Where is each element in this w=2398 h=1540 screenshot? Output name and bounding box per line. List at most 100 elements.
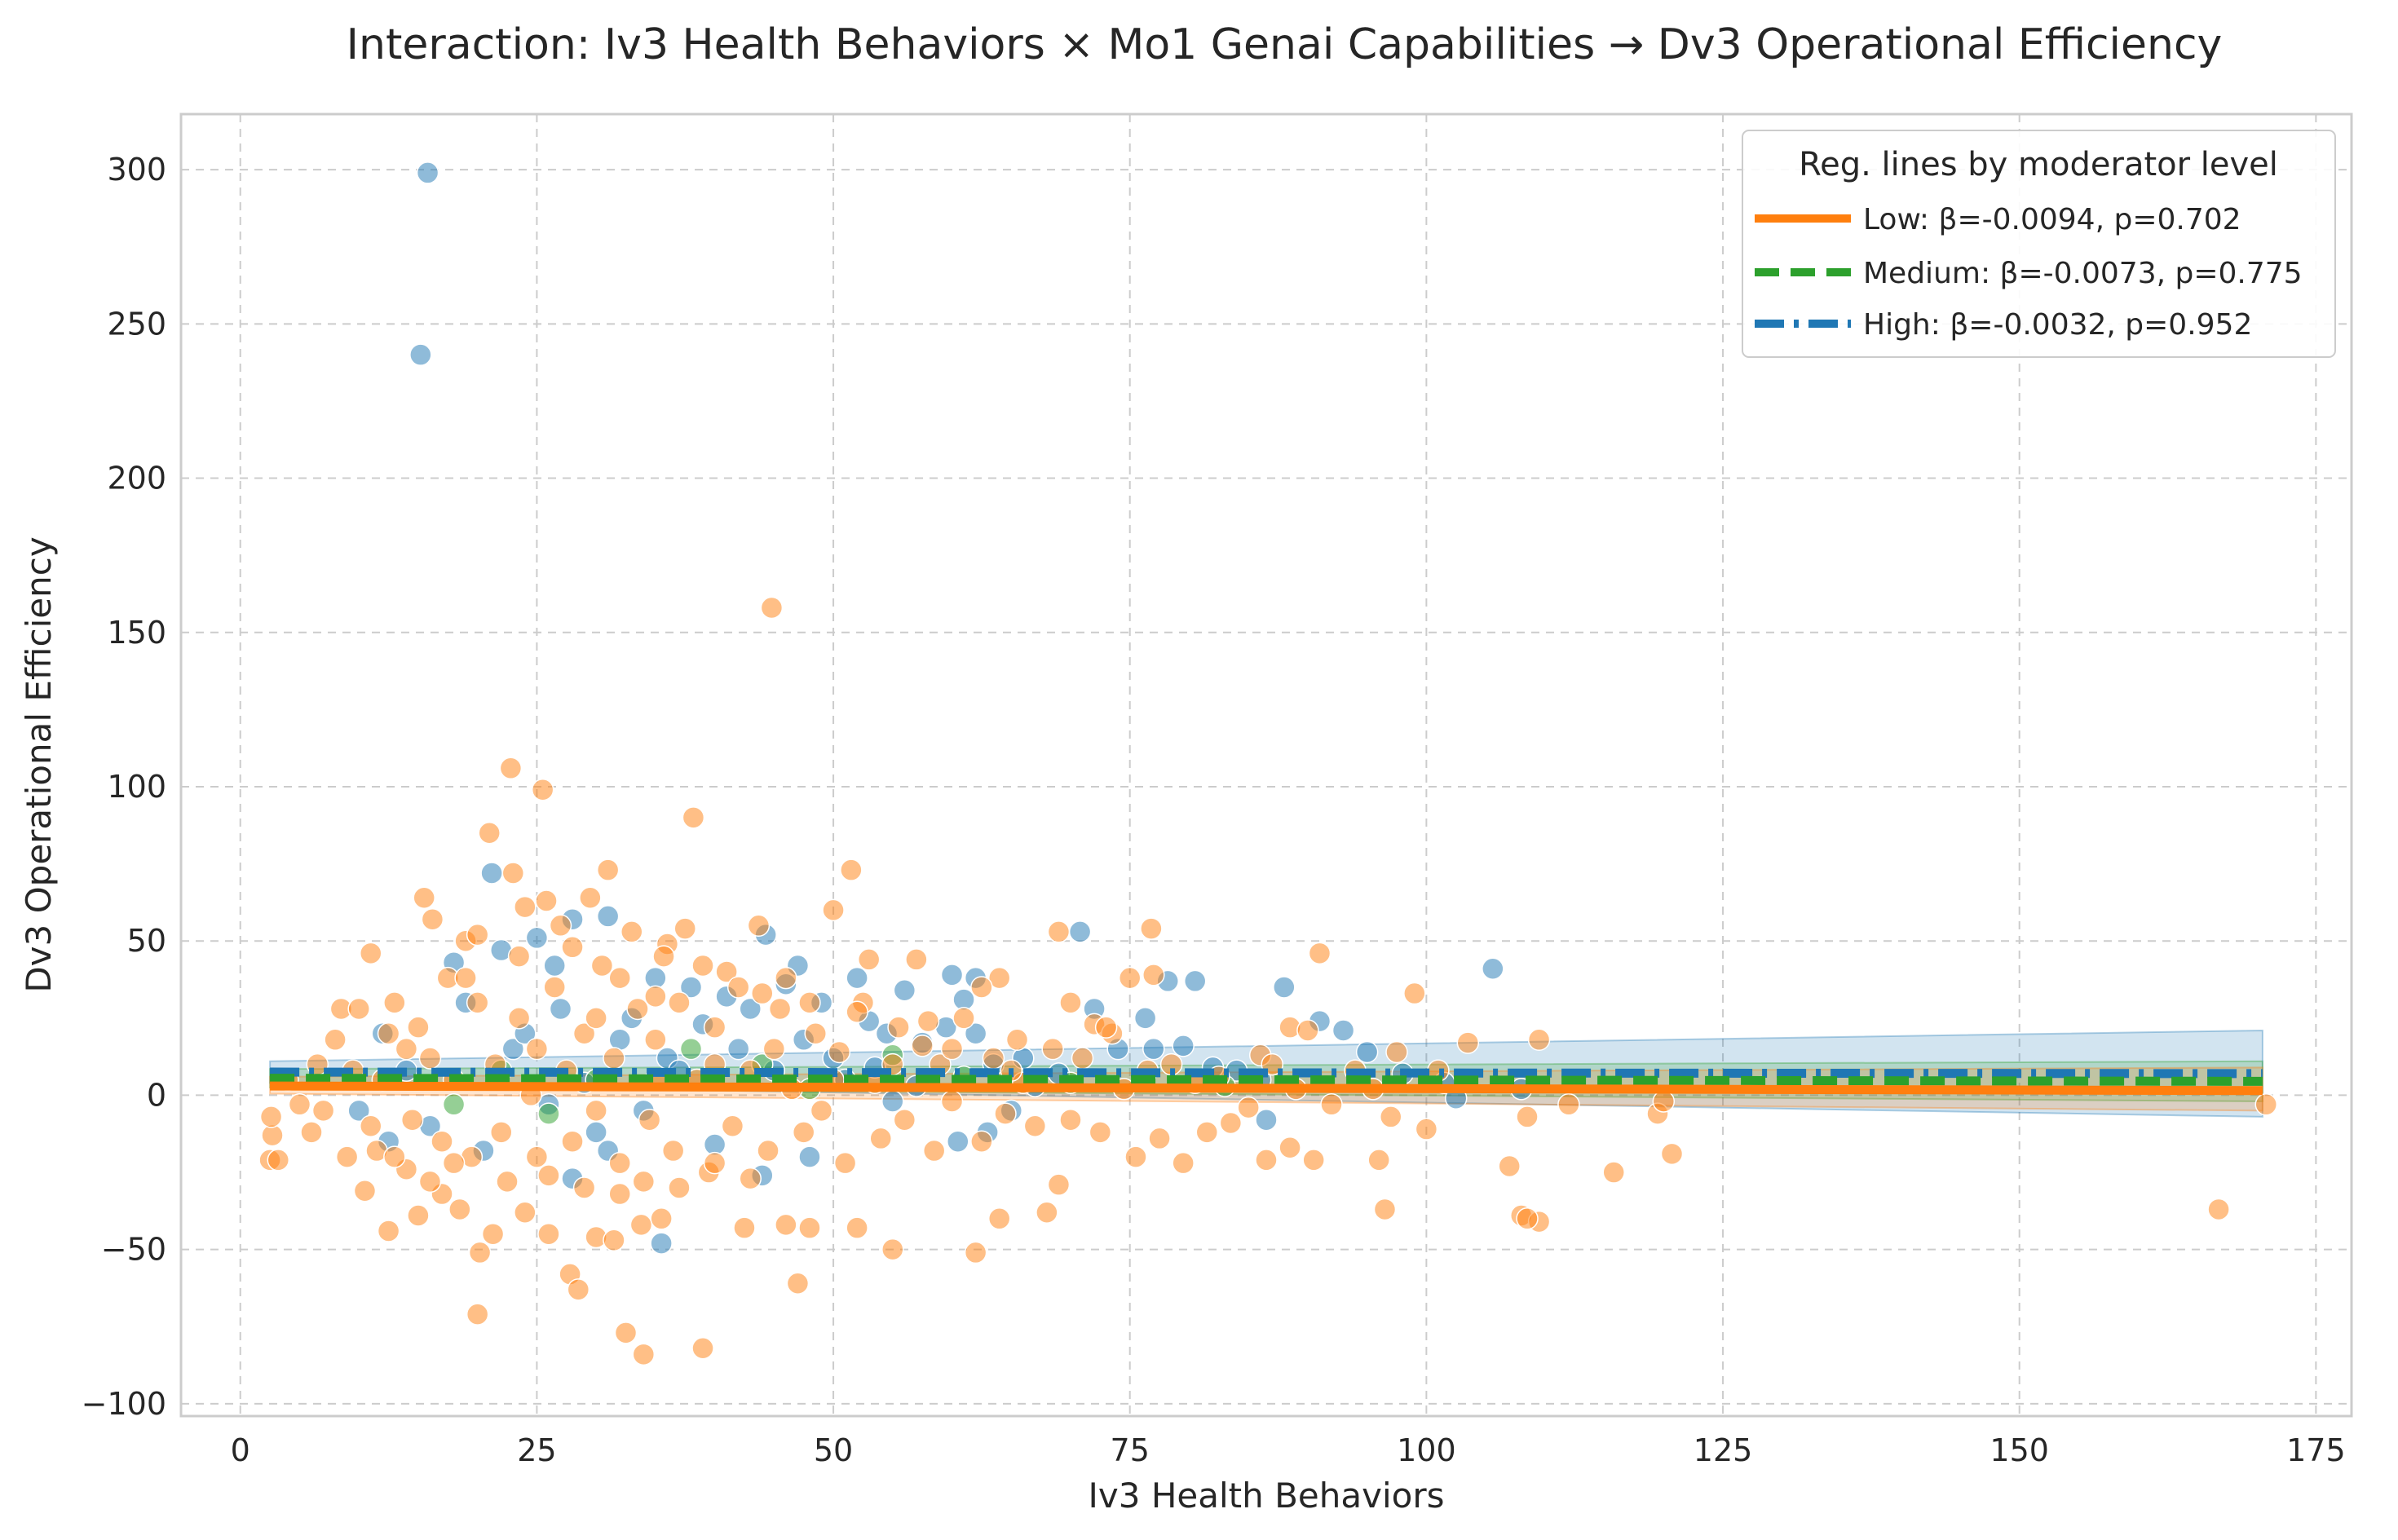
scatter-point-low [668, 991, 691, 1014]
regression-line-medium [270, 1074, 2263, 1086]
scatter-point-low [661, 1139, 685, 1163]
scatter-point-high [1331, 1019, 1355, 1042]
scatter-point-high [409, 343, 432, 366]
scatter-point-low [603, 1047, 625, 1070]
scatter-point-low [703, 1151, 726, 1175]
scatter-point-low [751, 982, 774, 1005]
scatter-point-low [478, 822, 501, 845]
scatter-point-low [543, 976, 566, 999]
scatter-point-low [585, 1007, 607, 1030]
scatter-point-low [421, 907, 444, 931]
scatter-point-low [608, 1182, 631, 1206]
scatter-point-high [416, 161, 439, 184]
scatter-point-low [259, 1105, 283, 1128]
scatter-point-high [726, 1037, 750, 1061]
scatter-point-low [1403, 982, 1426, 1005]
x-tick-label: 125 [1694, 1432, 1753, 1468]
x-tick-label: 100 [1397, 1432, 1456, 1468]
scatter-point-medium [537, 1102, 560, 1125]
scatter-point-low [442, 1151, 466, 1175]
scatter-point-low [703, 1016, 726, 1039]
y-tick-label: 250 [107, 306, 166, 342]
scatter-point-low [810, 1099, 833, 1123]
x-axis-label: Iv3 Health Behaviors [1089, 1476, 1445, 1516]
scatter-point-low [922, 1139, 946, 1163]
scatter-point-low [620, 920, 643, 943]
scatter-point-low [377, 1220, 400, 1242]
scatter-point-low [359, 942, 382, 965]
scatter-point-low [1118, 966, 1142, 990]
scatter-point-low [638, 1108, 661, 1132]
scatter-point-low [614, 1322, 638, 1344]
scatter-point-high [1142, 1037, 1165, 1061]
chart-title: Interaction: Iv3 Health Behaviors × Mo1 … [347, 20, 2223, 69]
scatter-point-low [822, 898, 845, 922]
scatter-point-high [347, 1099, 370, 1123]
scatter-point-low [531, 779, 554, 801]
scatter-point-low [537, 1164, 560, 1187]
scatter-point-low [739, 1167, 762, 1190]
scatter-point-low [1255, 1149, 1278, 1172]
scatter-point-low [970, 976, 993, 999]
scatter-point-low [632, 1170, 656, 1194]
scatter-point-low [768, 997, 792, 1021]
scatter-point-high [940, 964, 964, 986]
scatter-point-low [952, 1007, 975, 1030]
scatter-point-low [715, 960, 738, 983]
scatter-point-low [833, 1151, 857, 1175]
scatter-point-low [905, 948, 928, 971]
scatter-point-low [383, 1145, 406, 1168]
scatter-point-low [762, 1037, 786, 1061]
scatter-point-low [673, 917, 696, 940]
x-tick-label: 75 [1111, 1432, 1150, 1468]
scatter-point-low [994, 1102, 1017, 1125]
scatter-point-low [359, 1114, 382, 1138]
scatter-point-low [1456, 1031, 1480, 1054]
x-tick-label: 50 [814, 1432, 853, 1468]
scatter-point-low [1373, 1198, 1397, 1221]
scatter-point-low [549, 914, 572, 938]
x-tick-label: 150 [1990, 1432, 2049, 1468]
scatter-point-low [525, 1037, 549, 1061]
scatter-point-high [1068, 920, 1092, 943]
scatter-point-low [911, 1035, 934, 1057]
scatter-point-low [747, 914, 771, 938]
scatter-point-high [1482, 957, 1504, 981]
scatter-point-low [940, 1090, 964, 1113]
scatter-point-medium [442, 1093, 466, 1116]
scatter-point-low [840, 858, 863, 881]
scatter-point-low [1367, 1149, 1390, 1172]
scatter-point-low [1415, 1118, 1438, 1141]
scatter-point-low [626, 997, 649, 1021]
scatter-point-low [786, 1272, 810, 1295]
plot-frame [179, 113, 2353, 1418]
scatter-point-high [650, 1232, 673, 1255]
regression-line-high [270, 1067, 2263, 1079]
scatter-point-low [300, 1121, 323, 1144]
scatter-point-low [535, 889, 558, 912]
scatter-point-low [1172, 1151, 1195, 1175]
scatter-point-low [982, 1047, 1005, 1070]
y-tick-label: 100 [107, 769, 166, 805]
scatter-point-low [1557, 1093, 1580, 1116]
y-tick-label: −50 [101, 1232, 166, 1268]
scatter-point-low [1124, 1145, 1147, 1168]
scatter-point-low [644, 985, 667, 1008]
scatter-point-low [1219, 1111, 1243, 1135]
scatter-point-low [1148, 1127, 1171, 1150]
scatter-point-low [792, 1121, 815, 1144]
scatter-point-high [679, 976, 703, 999]
scatter-point-low [733, 1216, 756, 1239]
scatter-point-low [846, 1216, 868, 1239]
scatter-point-low [383, 991, 406, 1014]
scatter-point-low [893, 1108, 916, 1132]
scatter-point-high [1355, 1040, 1379, 1064]
scatter-point-low [629, 1213, 653, 1237]
scatter-point-low [579, 886, 602, 909]
scatter-point-low [413, 886, 435, 909]
y-tick-label: 200 [107, 461, 166, 496]
scatter-point-low [804, 1022, 827, 1045]
scatter-point-low [1308, 942, 1331, 965]
scatter-point-low [721, 1114, 744, 1138]
regression-lines [270, 1067, 2263, 1096]
